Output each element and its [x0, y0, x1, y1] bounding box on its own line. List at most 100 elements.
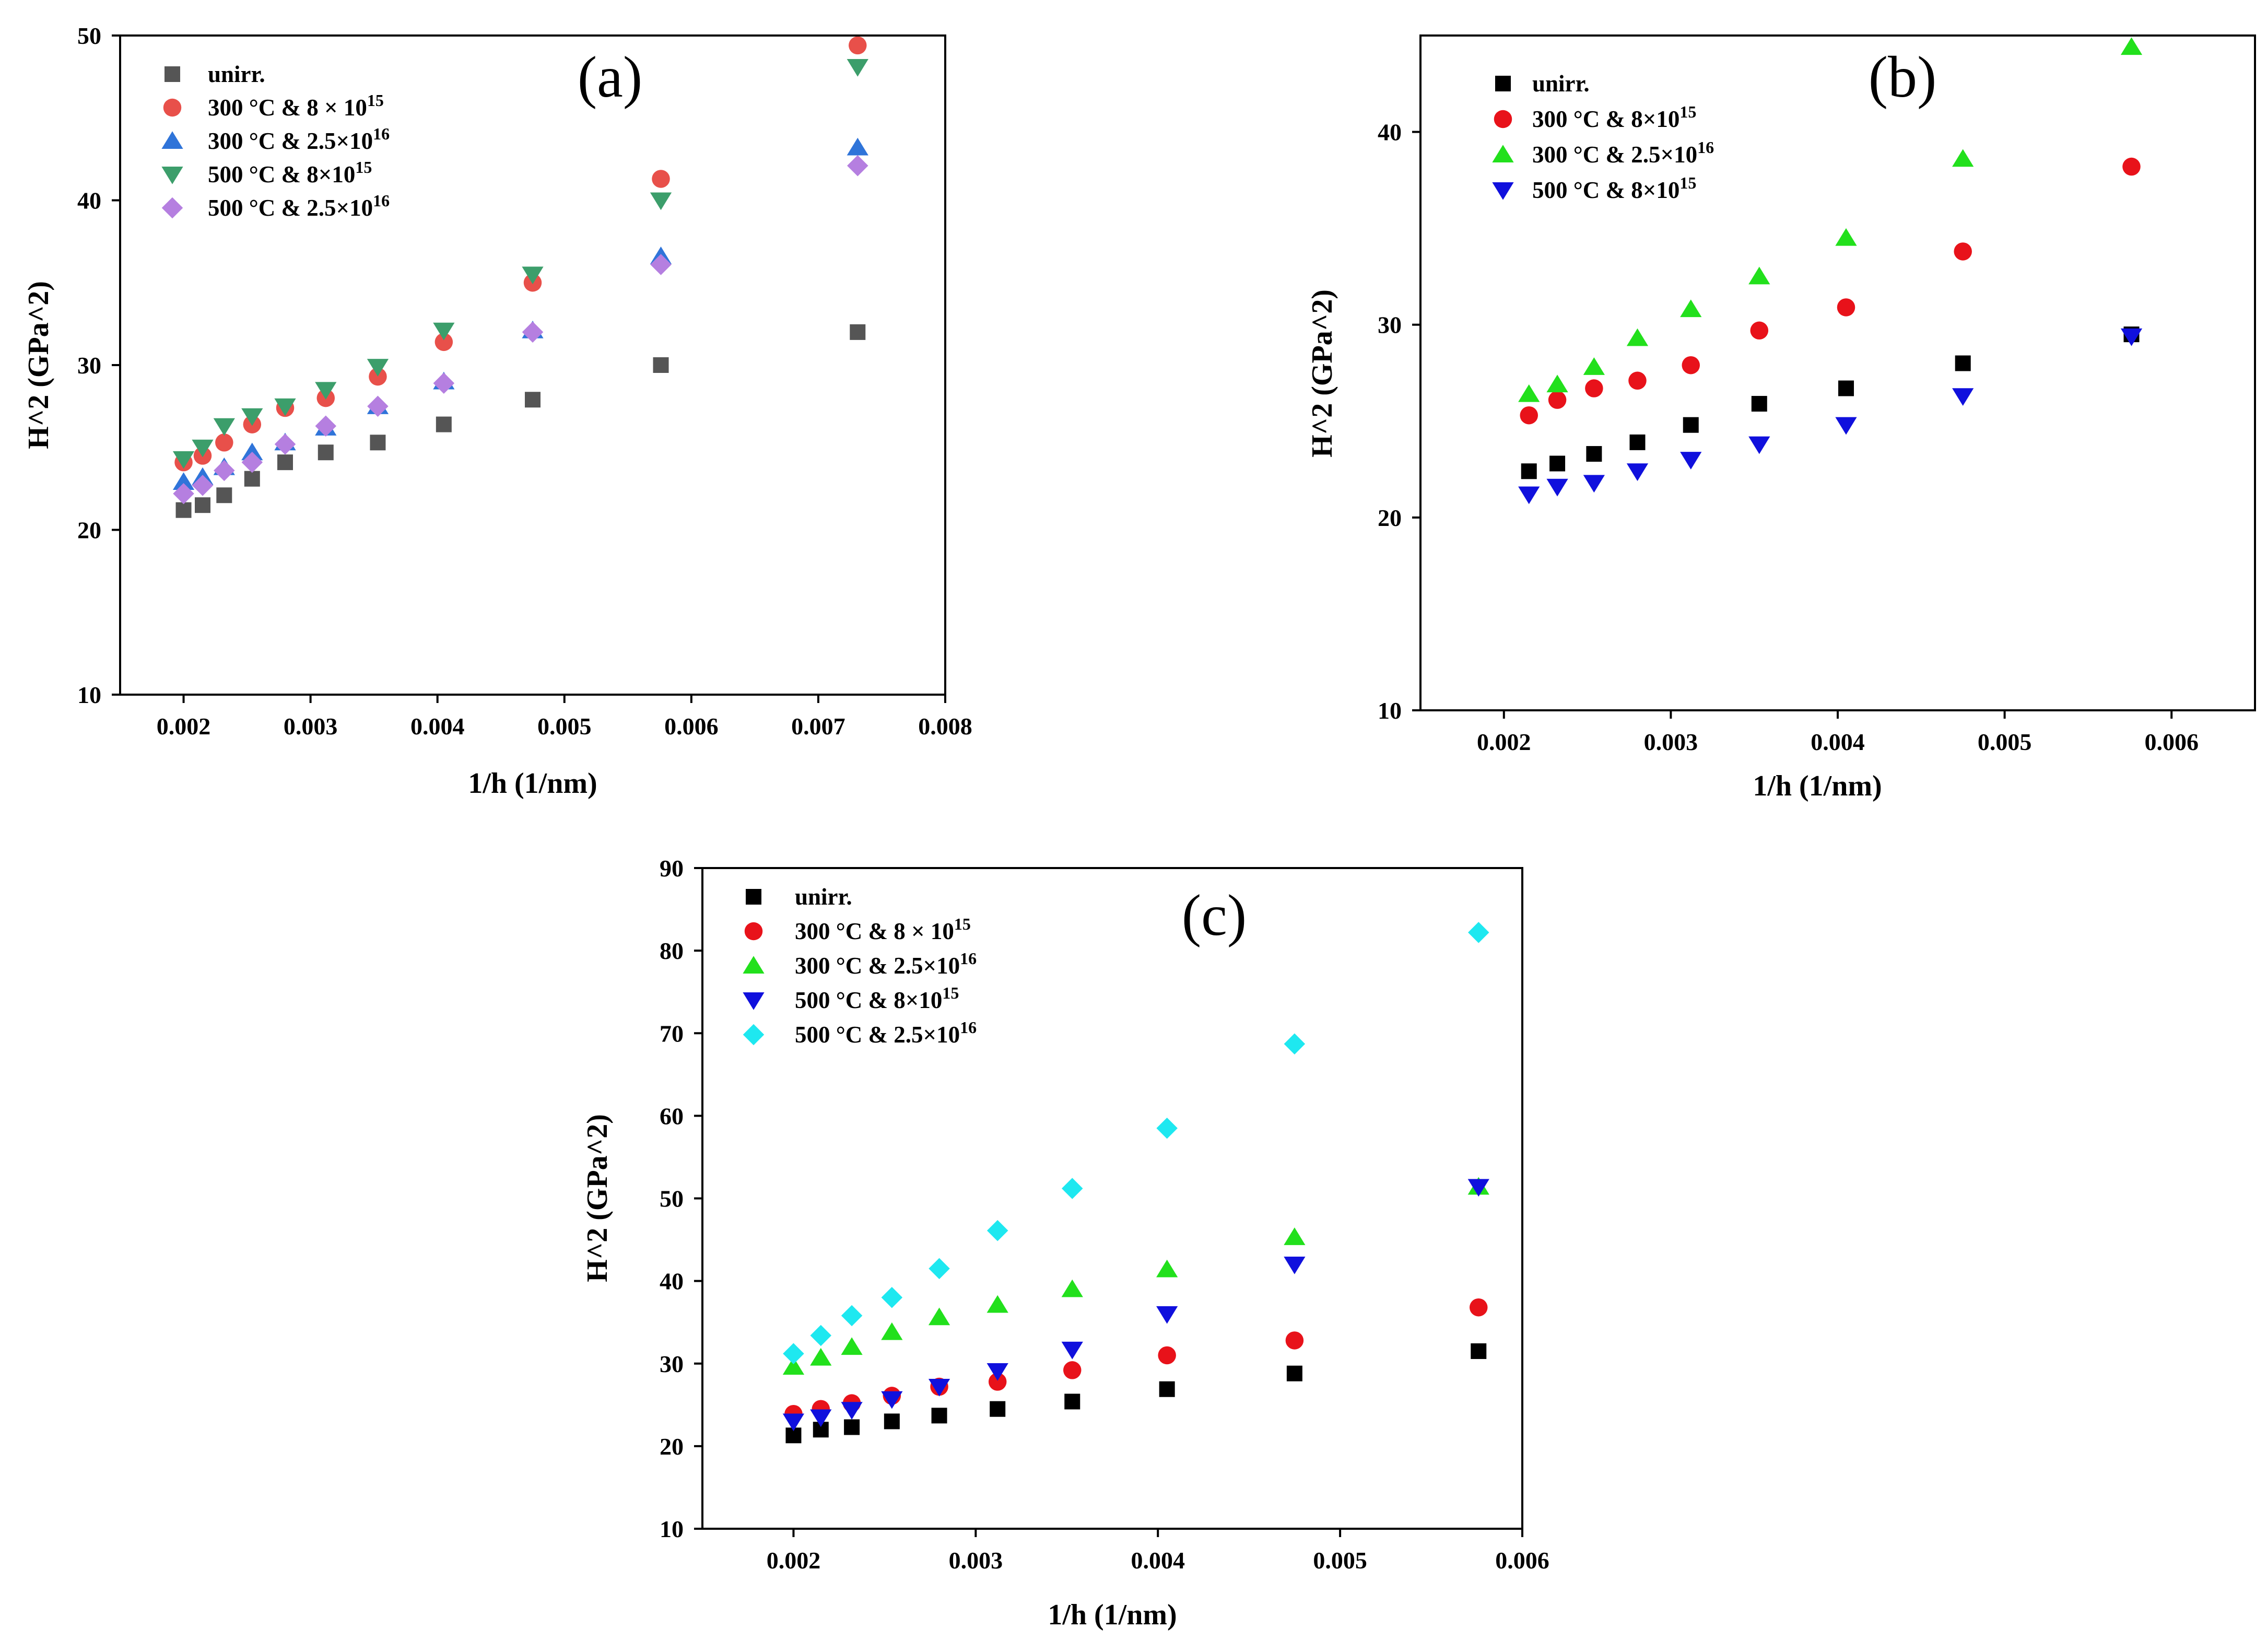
- x-tick-label: 0.003: [949, 1547, 1003, 1574]
- data-point: [1521, 463, 1537, 479]
- data-point: [1518, 384, 1540, 402]
- data-point: [2120, 328, 2143, 346]
- legend-superscript: 16: [960, 1018, 977, 1037]
- data-point: [1549, 455, 1566, 472]
- data-point: [849, 36, 867, 55]
- data-point: [522, 321, 544, 343]
- panel-b-yticks: 10 20 30 40: [1378, 119, 1420, 724]
- legend-superscript: 16: [1697, 138, 1714, 157]
- x-tick-label: 0.005: [1313, 1547, 1367, 1574]
- y-tick-label: 30: [77, 352, 101, 379]
- data-point: [986, 1220, 1008, 1241]
- data-point: [1468, 922, 1489, 943]
- data-point: [1680, 299, 1702, 318]
- data-point: [1583, 475, 1605, 493]
- data-point: [1683, 417, 1699, 433]
- panel-b-marks: [1518, 37, 2143, 505]
- legend-label: 300 °C & 8×1015: [1532, 102, 1696, 132]
- data-point: [1470, 1298, 1488, 1317]
- data-point: [1063, 1361, 1082, 1379]
- y-tick-label: 40: [77, 188, 101, 214]
- data-point: [841, 1402, 863, 1420]
- data-point: [367, 359, 389, 377]
- data-point: [850, 324, 866, 340]
- legend-superscript: 16: [373, 191, 390, 210]
- data-point: [1626, 463, 1649, 482]
- panel-b: 0.002 0.003 0.004 0.005 0.006 10 20 30 40 (b) 1…: [1306, 34, 2256, 802]
- data-point: [1061, 1178, 1083, 1199]
- panel-c-xlabel: 1/h (1/nm): [1048, 1599, 1177, 1631]
- panel-c-yticks: 10 20 30 40 50 60 70 80 90: [660, 855, 702, 1542]
- data-point: [1284, 1257, 1306, 1274]
- legend-marker: [161, 131, 183, 149]
- legend-marker: [161, 167, 183, 184]
- panel-a-label: (a): [578, 45, 642, 110]
- x-tick-label: 0.003: [284, 713, 338, 740]
- data-point: [241, 442, 263, 461]
- data-point: [1286, 1365, 1302, 1381]
- data-point: [1285, 1331, 1304, 1350]
- data-point: [881, 1287, 903, 1308]
- data-point: [847, 58, 868, 77]
- panel-b-legend: unirr. 300 °C & 8×1015 300 °C & 2.5×1016 50…: [1492, 71, 1714, 203]
- x-tick-label: 0.005: [537, 713, 592, 740]
- data-point: [1546, 478, 1568, 497]
- data-point: [1628, 371, 1647, 390]
- data-point: [990, 1401, 1006, 1417]
- data-point: [216, 487, 232, 503]
- legend-marker: [1495, 76, 1511, 91]
- y-tick-label: 20: [77, 517, 101, 544]
- data-point: [782, 1357, 805, 1375]
- data-point: [2120, 37, 2143, 55]
- panel-c-ylabel: H^2 (GPa^2): [581, 1114, 614, 1282]
- panel-a-yticks: 10 20 30 40 50: [77, 22, 120, 708]
- data-point: [650, 254, 672, 275]
- y-tick-label: 90: [660, 855, 684, 882]
- data-point: [318, 444, 334, 461]
- legend-marker: [1494, 110, 1512, 128]
- data-point: [433, 372, 455, 394]
- panel-c-xticks: 0.002 0.003 0.004 0.005 0.006: [767, 1529, 1549, 1574]
- data-point: [175, 502, 192, 518]
- x-tick-label: 0.002: [157, 713, 211, 740]
- data-point: [1751, 396, 1767, 412]
- data-point: [1952, 388, 1974, 406]
- data-point: [847, 155, 868, 177]
- data-point: [810, 1409, 832, 1427]
- data-point: [1586, 446, 1602, 462]
- legend-label: 500 °C & 2.5×1016: [795, 1018, 977, 1048]
- data-point: [2122, 157, 2141, 176]
- y-tick-label: 10: [1378, 697, 1402, 724]
- y-tick-label: 10: [77, 682, 101, 708]
- legend-label: 500 °C & 8×1015: [1532, 173, 1696, 203]
- data-point: [1520, 406, 1538, 425]
- data-point: [369, 367, 387, 386]
- data-point: [522, 266, 544, 285]
- data-point: [881, 1322, 903, 1340]
- data-point: [1156, 1306, 1178, 1324]
- data-point: [1156, 1117, 1178, 1139]
- x-tick-label: 0.007: [791, 713, 845, 740]
- legend-marker: [743, 956, 765, 974]
- data-point: [1748, 436, 1770, 454]
- panel-b-frame: [1419, 34, 2256, 711]
- y-tick-label: 70: [660, 1020, 684, 1047]
- data-point: [1548, 391, 1567, 409]
- legend-superscript: 16: [373, 124, 390, 143]
- x-tick-label: 0.004: [1811, 729, 1865, 755]
- x-tick-label: 0.005: [1978, 729, 2032, 755]
- data-point: [172, 472, 195, 490]
- data-point: [370, 435, 386, 451]
- data-point: [1156, 1259, 1178, 1278]
- legend-marker: [744, 922, 763, 941]
- data-point: [1835, 417, 1857, 435]
- data-point: [841, 1337, 863, 1355]
- data-point: [1952, 149, 1974, 167]
- data-point: [525, 392, 541, 408]
- x-tick-label: 0.004: [410, 713, 465, 740]
- data-point: [1546, 374, 1568, 393]
- panel-c-marks: [782, 922, 1489, 1444]
- data-point: [1838, 380, 1854, 396]
- legend-superscript: 15: [942, 983, 959, 1002]
